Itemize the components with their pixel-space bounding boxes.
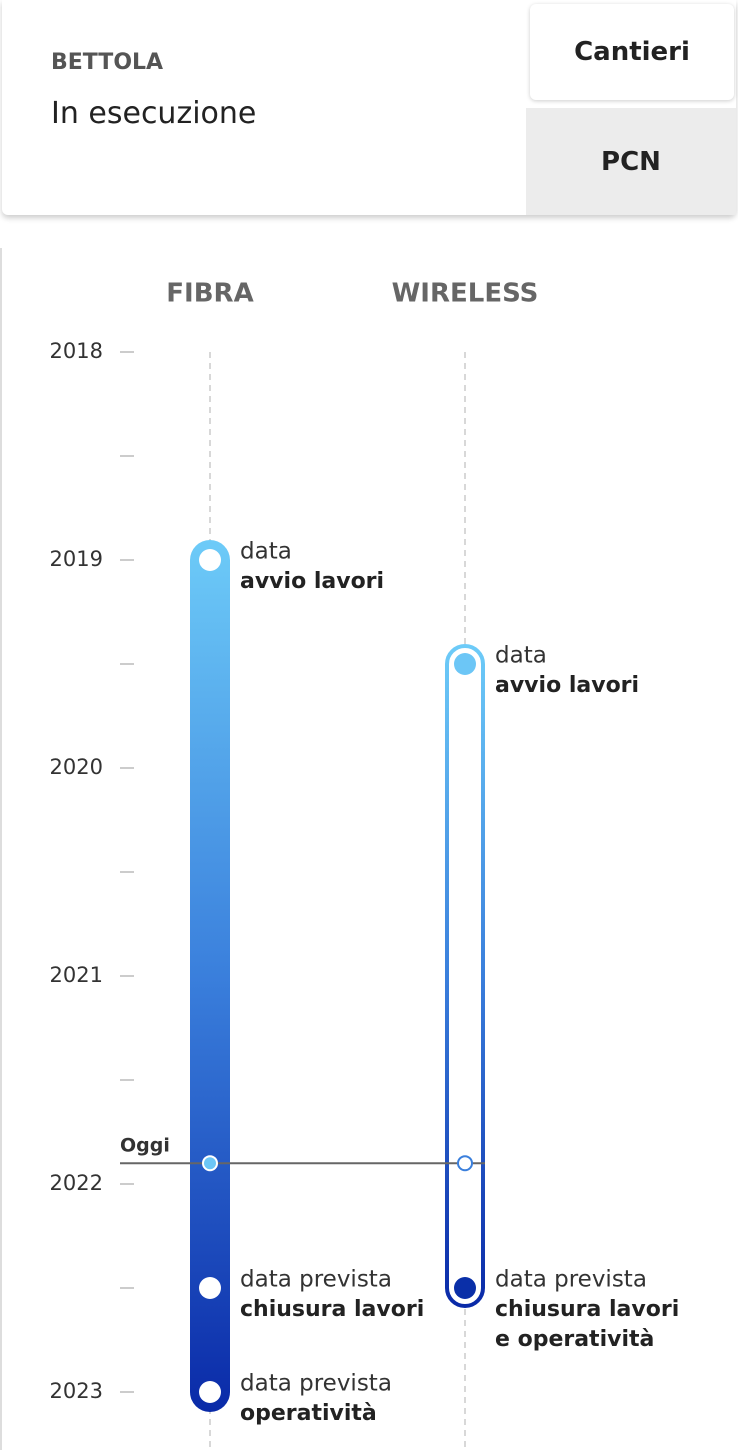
- year-label: 2021: [50, 963, 103, 987]
- today-dot: [202, 1155, 218, 1172]
- event-label: data prevista: [495, 1267, 647, 1293]
- header-card: BETTOLA In esecuzione PCN Cantieri: [2, 0, 736, 215]
- year-label: 2018: [50, 339, 103, 363]
- tab-cantieri[interactable]: Cantieri: [530, 4, 734, 100]
- event-label-bold: chiusura lavori: [495, 1297, 679, 1322]
- column-title: WIRELESS: [392, 279, 539, 309]
- location: BETTOLA: [51, 50, 164, 75]
- event-dot: [199, 1277, 221, 1299]
- duration-bar: [445, 644, 485, 1308]
- event-label: data prevista: [240, 1267, 392, 1293]
- year-label: 2023: [50, 1379, 103, 1403]
- today-dot: [457, 1155, 473, 1172]
- event-label: data: [495, 643, 547, 669]
- event-dot: [454, 653, 476, 675]
- tab-pcn[interactable]: PCN: [526, 108, 736, 215]
- event-dot: [454, 1277, 476, 1299]
- year-label: 2022: [50, 1171, 103, 1195]
- today-label: Oggi: [120, 1135, 170, 1157]
- event-label-bold: chiusura lavori: [240, 1297, 424, 1322]
- column-title: FIBRA: [166, 279, 253, 309]
- event-label-bold: e operatività: [495, 1327, 654, 1352]
- year-label: 2020: [50, 755, 103, 779]
- event-label: data: [240, 539, 292, 565]
- duration-bar: [190, 540, 230, 1412]
- event-label-bold: operatività: [240, 1401, 377, 1426]
- event-dot: [199, 1381, 221, 1403]
- year-label: 2019: [50, 547, 103, 571]
- event-label-bold: avvio lavori: [495, 673, 639, 698]
- event-label: data prevista: [240, 1371, 392, 1397]
- status: In esecuzione: [51, 96, 257, 131]
- event-dot: [199, 549, 221, 571]
- event-label-bold: avvio lavori: [240, 569, 384, 594]
